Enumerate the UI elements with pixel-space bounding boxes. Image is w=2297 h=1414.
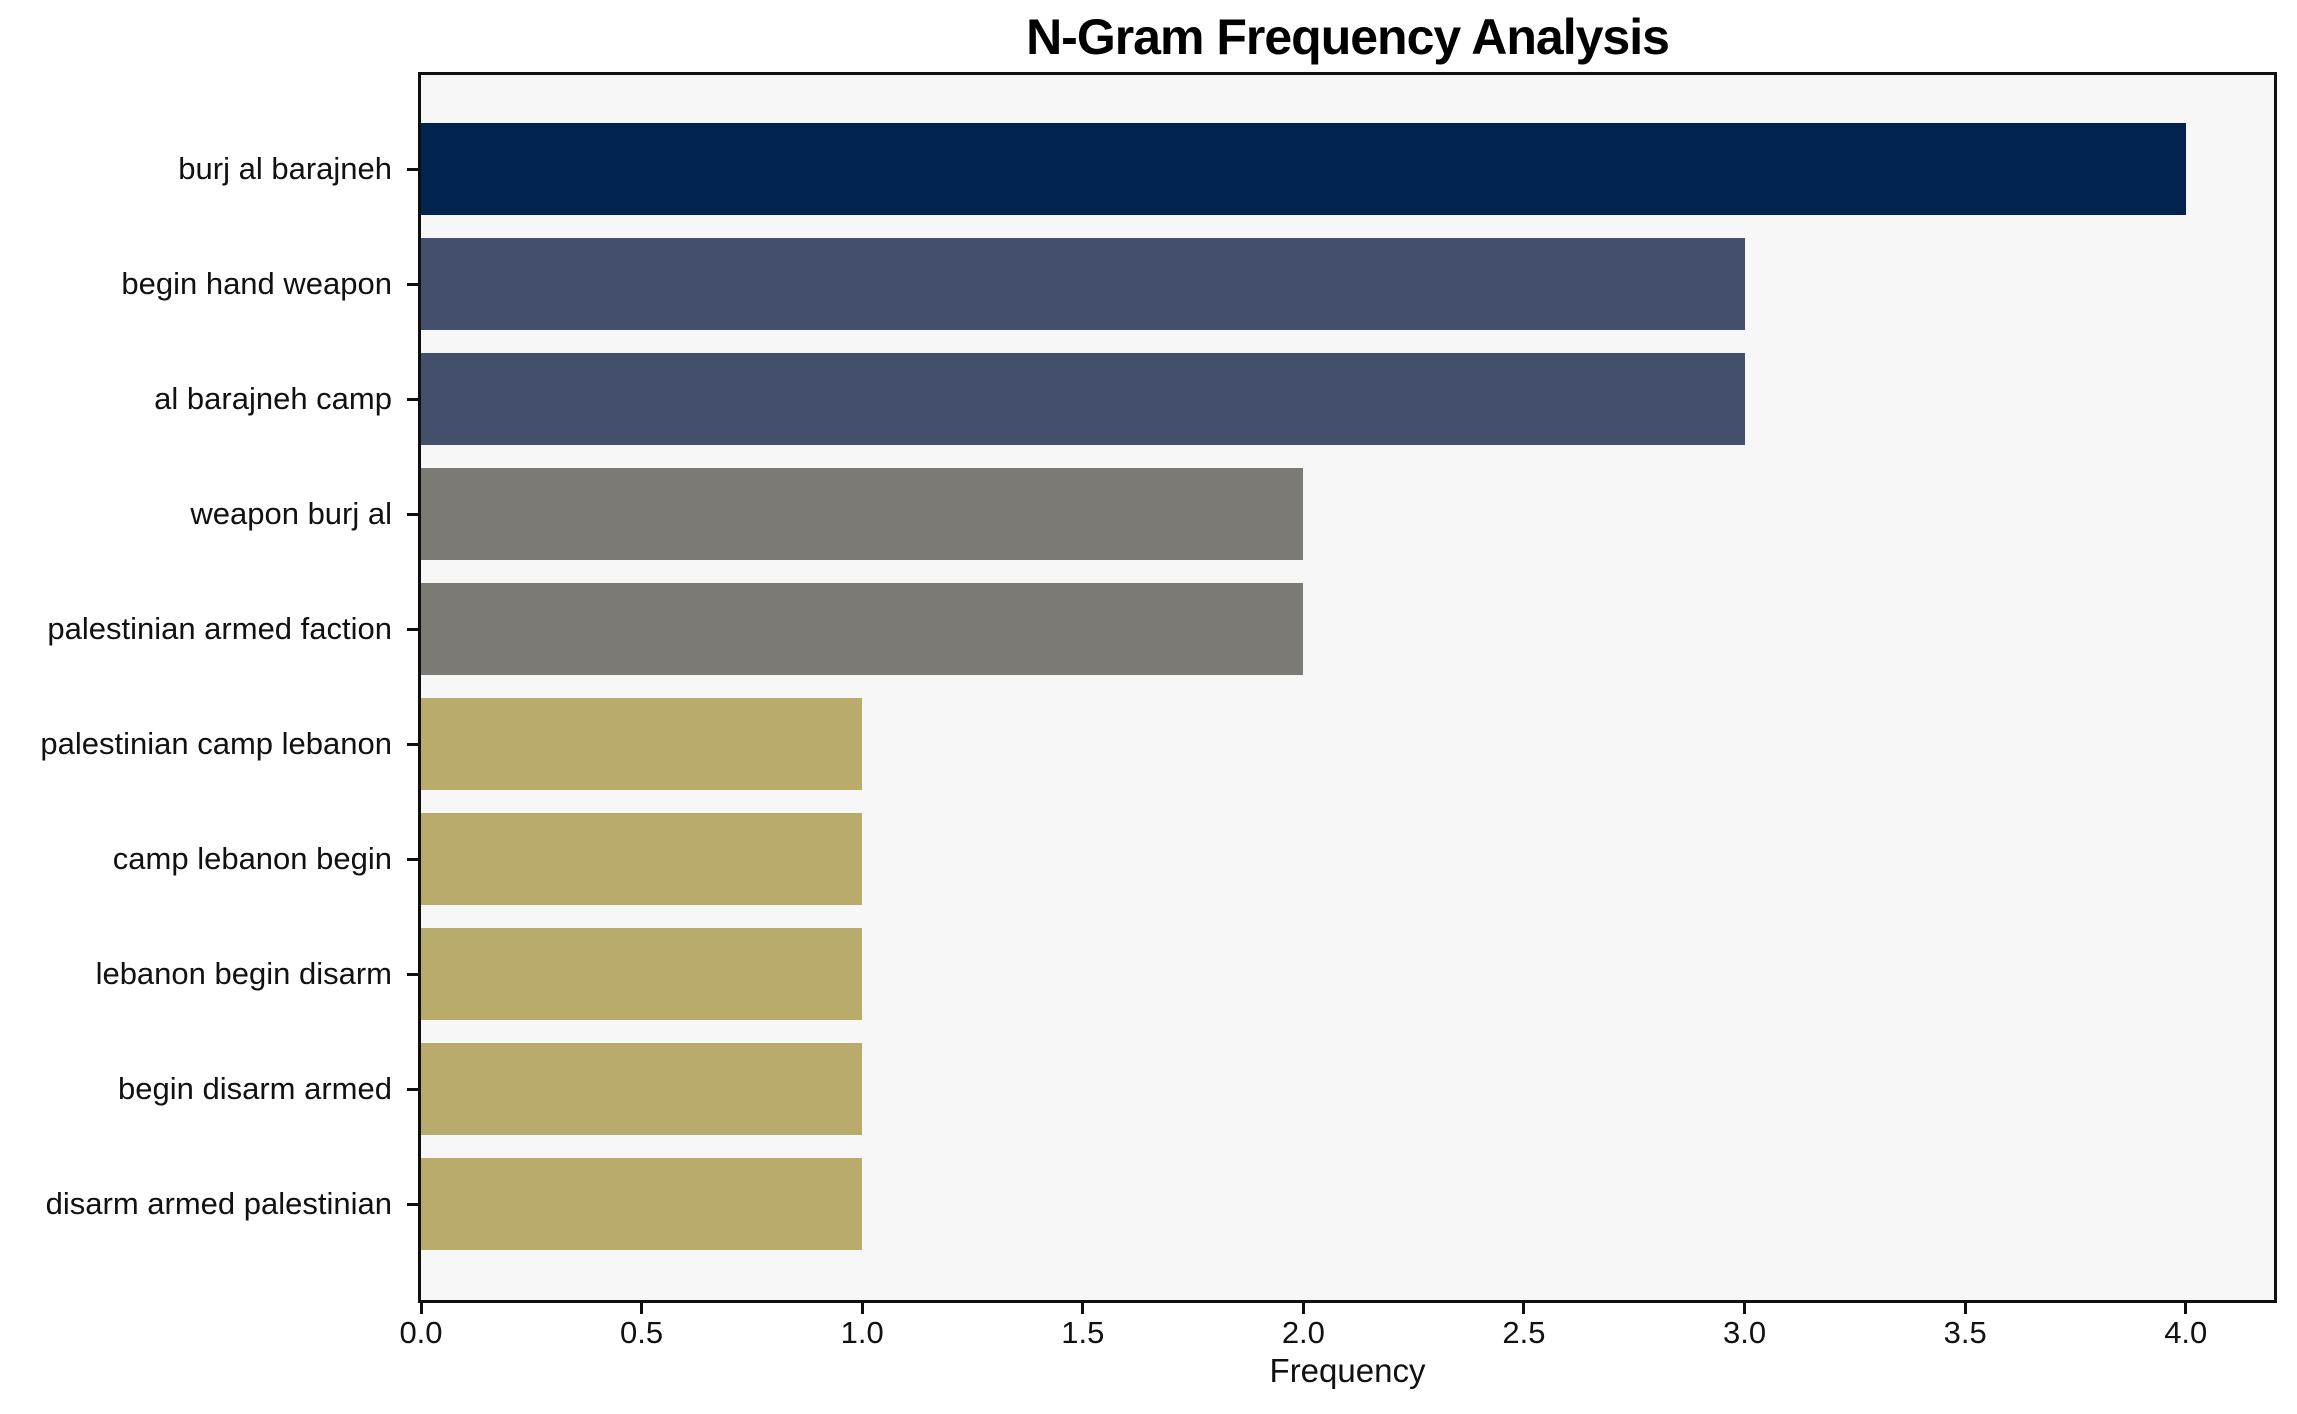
x-tick-mark — [1743, 1303, 1747, 1314]
y-tick-mark — [407, 167, 418, 171]
x-tick-label: 4.0 — [2164, 1315, 2208, 1350]
y-tick-label: al barajneh camp — [154, 381, 392, 416]
bar-camp-lebanon-begin — [421, 813, 863, 905]
x-axis-title: Frequency — [1269, 1352, 1426, 1389]
y-tick-mark — [407, 1087, 418, 1091]
y-tick-mark — [407, 282, 418, 286]
x-tick-mark — [860, 1303, 864, 1314]
x-tick-label: 1.5 — [1061, 1315, 1105, 1350]
x-tick-label: 1.0 — [840, 1315, 884, 1350]
x-tick-mark — [640, 1303, 644, 1314]
y-tick-label: begin hand weapon — [121, 266, 392, 301]
y-tick-mark — [407, 1202, 418, 1206]
x-tick-label: 0.0 — [399, 1315, 443, 1350]
y-tick-label: weapon burj al — [190, 496, 392, 531]
y-tick-label: lebanon begin disarm — [95, 956, 392, 991]
bar-weapon-burj-al — [421, 468, 1304, 560]
y-tick-mark — [407, 857, 418, 861]
chart-title: N-Gram Frequency Analysis — [1026, 9, 1670, 65]
bar-begin-hand-weapon — [421, 238, 1745, 330]
y-tick-mark — [407, 397, 418, 401]
y-tick-label: palestinian camp lebanon — [40, 726, 392, 761]
x-tick-mark — [1522, 1303, 1526, 1314]
y-tick-mark — [407, 742, 418, 746]
bar-begin-disarm-armed — [421, 1043, 863, 1135]
plot-area — [418, 72, 2277, 1303]
x-tick-label: 2.5 — [1502, 1315, 1546, 1350]
bar-al-barajneh-camp — [421, 353, 1745, 445]
x-tick-mark — [1963, 1303, 1967, 1314]
y-tick-label: palestinian armed faction — [47, 611, 392, 646]
x-tick-mark — [2184, 1303, 2188, 1314]
x-tick-mark — [1081, 1303, 1085, 1314]
y-tick-label: disarm armed palestinian — [45, 1186, 392, 1221]
bar-lebanon-begin-disarm — [421, 928, 863, 1020]
x-tick-mark — [419, 1303, 423, 1314]
y-tick-mark — [407, 627, 418, 631]
bar-palestinian-armed-faction — [421, 583, 1304, 675]
bar-disarm-armed-palestinian — [421, 1158, 863, 1250]
y-tick-label: burj al barajneh — [178, 151, 392, 186]
y-tick-label: begin disarm armed — [118, 1071, 392, 1106]
y-tick-mark — [407, 972, 418, 976]
y-tick-label: camp lebanon begin — [112, 841, 392, 876]
y-tick-mark — [407, 512, 418, 516]
bar-burj-al-barajneh — [421, 123, 2186, 215]
x-tick-label: 2.0 — [1281, 1315, 1325, 1350]
x-tick-mark — [1301, 1303, 1305, 1314]
bar-palestinian-camp-lebanon — [421, 698, 863, 790]
x-tick-label: 3.0 — [1723, 1315, 1767, 1350]
x-tick-label: 3.5 — [1943, 1315, 1987, 1350]
x-tick-label: 0.5 — [620, 1315, 664, 1350]
